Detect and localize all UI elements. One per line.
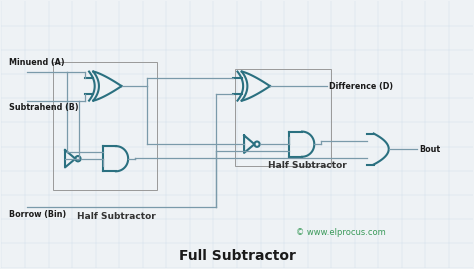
Text: Borrow (Bin): Borrow (Bin): [9, 210, 67, 218]
Text: Half Subtractor: Half Subtractor: [268, 161, 347, 170]
Text: Half Subtractor: Half Subtractor: [77, 212, 156, 221]
Text: Minuend (A): Minuend (A): [9, 58, 65, 67]
Text: Subtrahend (B): Subtrahend (B): [9, 103, 79, 112]
Text: Full Subtractor: Full Subtractor: [179, 249, 295, 263]
Text: Difference (D): Difference (D): [329, 82, 393, 91]
Text: Bout: Bout: [419, 144, 440, 154]
Text: © www.elprocus.com: © www.elprocus.com: [296, 228, 385, 237]
